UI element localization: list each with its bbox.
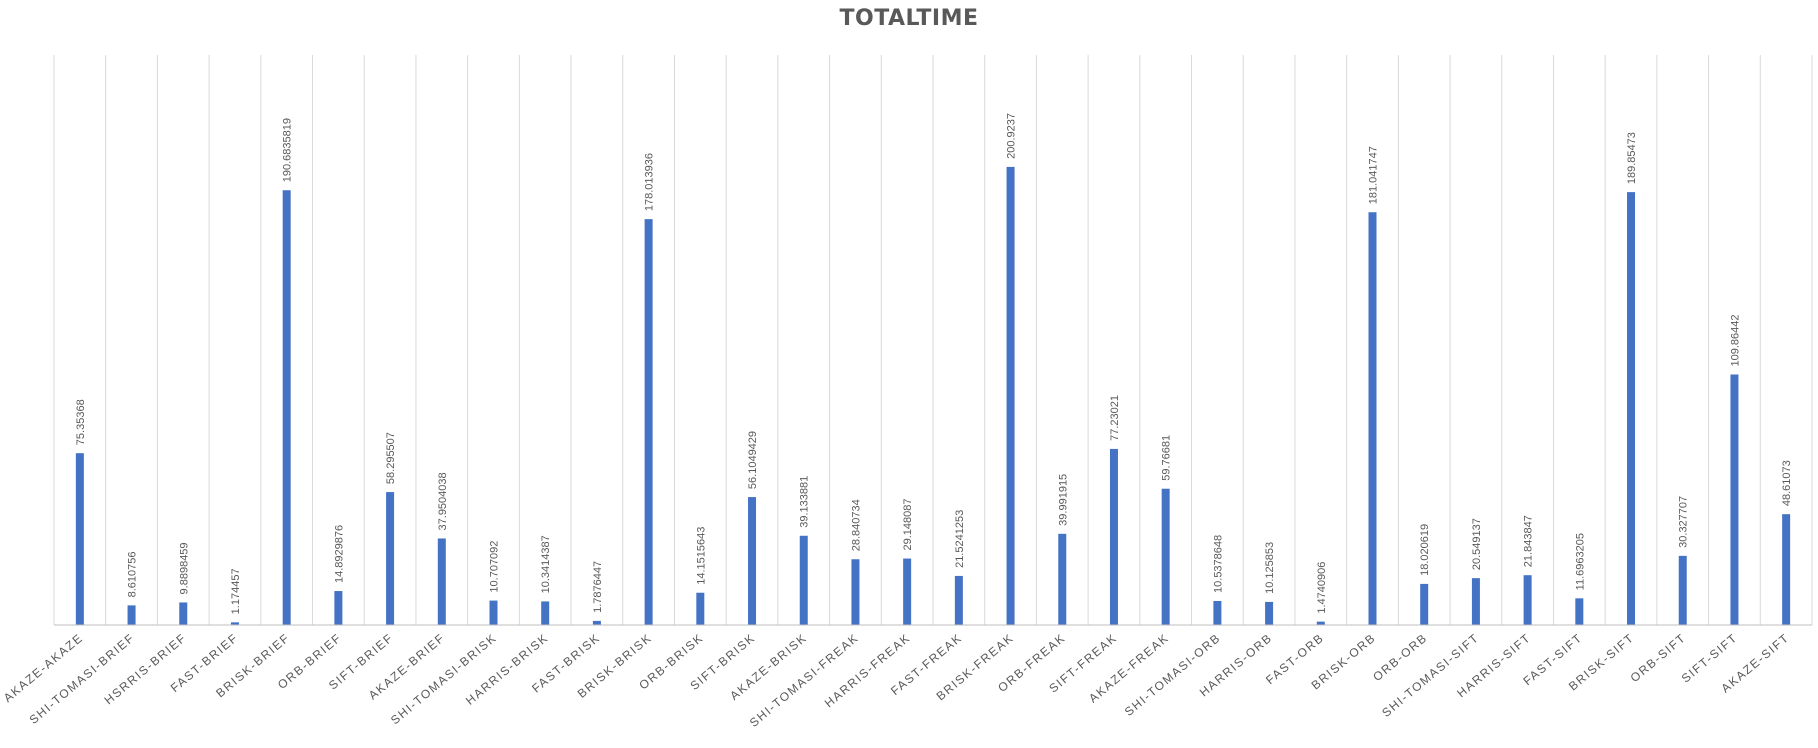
bar [75, 453, 84, 625]
data-label: 10.5378648 [1212, 535, 1224, 593]
data-label: 21.5241253 [954, 510, 966, 568]
bar [386, 492, 395, 625]
data-label: 56.1049429 [747, 431, 759, 489]
bar [334, 591, 343, 625]
data-label: 10.3414387 [540, 535, 552, 593]
data-label: 1.7876447 [592, 561, 604, 613]
data-label: 39.991915 [1057, 474, 1069, 526]
bar [489, 600, 498, 625]
bar [1368, 212, 1377, 625]
data-label: 30.327707 [1678, 496, 1690, 548]
data-label: 59.76681 [1161, 435, 1173, 481]
data-label: 28.840734 [850, 499, 862, 551]
bar [1575, 598, 1584, 625]
bar [1420, 583, 1429, 625]
bar [799, 535, 808, 625]
data-label: 75.35368 [75, 399, 87, 445]
bar [1730, 374, 1739, 625]
data-label: 10.125853 [1264, 542, 1276, 594]
bar [592, 620, 601, 625]
data-label: 109.86442 [1729, 315, 1741, 367]
bar [1058, 533, 1067, 625]
bar [437, 538, 446, 625]
data-label: 39.133881 [799, 476, 811, 528]
bar [282, 190, 291, 625]
chart-title: TOTALTIME [839, 6, 979, 31]
x-tick-label: SHI-TOMASI-BRISK [388, 631, 499, 728]
bar [644, 219, 653, 625]
data-label: 11.6963205 [1574, 533, 1586, 590]
data-labels: 75.35368 8.610756 9.8898459 1.174457 190.683… [75, 113, 1793, 614]
gridlines [53, 55, 1813, 625]
x-tick-label: HARRIS-FREAK [822, 631, 913, 711]
bar [1316, 621, 1325, 625]
data-label: 20.549137 [1471, 518, 1483, 570]
data-label: 200.9237 [1006, 113, 1018, 159]
x-axis-labels: AKAZE-AKAZESHI-TOMASI-BRIEFHSRRIS-BRIEFF… [1, 631, 1792, 730]
data-label: 21.843847 [1523, 515, 1535, 567]
data-label: 58.295507 [385, 432, 397, 484]
data-label: 189.85473 [1626, 132, 1638, 184]
data-label: 77.23021 [1109, 395, 1121, 441]
bar [748, 497, 757, 625]
x-tick-label: SHI-TOMASI-ORB [1122, 631, 1224, 719]
data-label: 8.610756 [127, 551, 139, 597]
bar [1213, 600, 1222, 625]
data-label: 178.013936 [644, 153, 656, 211]
x-tick-label: SHI-TOMASI-BRIEF [27, 631, 138, 727]
x-tick-label: SHI-TOMASI-SIFT [1379, 631, 1482, 720]
data-label: 9.8898459 [178, 542, 190, 594]
bars [75, 166, 1791, 625]
bar [179, 602, 188, 625]
data-label: 29.148087 [902, 499, 914, 551]
bar [1782, 514, 1791, 625]
data-label: 10.707092 [489, 541, 501, 593]
bar [1006, 166, 1015, 625]
bar [1161, 488, 1170, 625]
data-label: 181.041747 [1368, 146, 1380, 204]
bar [127, 605, 136, 625]
data-label: 14.8929876 [333, 525, 345, 583]
data-label: 14.1515643 [695, 527, 707, 585]
data-label: 37.9504038 [437, 472, 449, 530]
data-label: 1.174457 [230, 568, 242, 614]
bar [1523, 575, 1532, 625]
data-label: 190.6835819 [282, 118, 294, 182]
bar [1627, 192, 1636, 625]
bar [1265, 601, 1274, 625]
bar [903, 558, 912, 625]
data-label: 1.4740906 [1316, 562, 1328, 614]
data-label: 48.61073 [1781, 460, 1793, 506]
bar [954, 575, 963, 625]
bar [541, 601, 550, 625]
data-label: 18.020619 [1419, 524, 1431, 576]
bar [696, 592, 705, 625]
bar [1109, 448, 1118, 625]
bar [851, 559, 860, 625]
bar [1678, 555, 1687, 625]
bar [230, 622, 239, 625]
bar [1471, 578, 1480, 625]
